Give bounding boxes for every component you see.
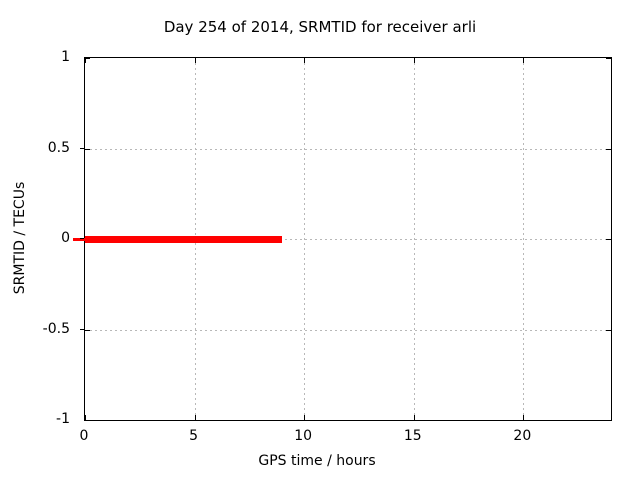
x-tick-bottom	[194, 415, 196, 420]
y-axis-label: SRMTID / TECUs	[12, 181, 28, 295]
y-tick-label: 0.5	[47, 139, 70, 156]
y-tick-label: -0.5	[42, 320, 70, 337]
y-tick-label: -1	[56, 411, 70, 427]
x-tick-top	[194, 58, 196, 63]
y-tick-right	[606, 239, 611, 240]
x-tick-label: 10	[294, 428, 313, 444]
plot-area	[73, 57, 612, 421]
chart-title: Day 254 of 2014, SRMTID for receiver arl…	[163, 18, 477, 36]
y-tick-left	[85, 329, 90, 331]
gridline-horizontal	[85, 239, 611, 240]
y-tick-right	[606, 329, 611, 331]
x-tick-label: 0	[79, 428, 89, 444]
y-tick-left	[85, 58, 90, 59]
x-tick-label: 20	[513, 428, 532, 444]
x-tick-top	[413, 58, 415, 63]
gridline-horizontal	[85, 148, 611, 150]
y-tick-label: 1	[61, 49, 70, 65]
x-tick-top	[523, 58, 525, 63]
y-tick-right	[606, 148, 611, 150]
y-tick-right	[606, 58, 611, 59]
x-tick-label: 5	[189, 428, 199, 444]
gridline-horizontal	[85, 329, 611, 331]
data-line	[85, 235, 283, 243]
y-tick-right	[606, 420, 611, 421]
x-tick-bottom	[85, 415, 86, 420]
x-tick-label: 15	[403, 428, 422, 444]
x-axis-label: GPS time / hours	[258, 453, 376, 469]
x-tick-bottom	[413, 415, 415, 420]
y-tick-left	[85, 148, 90, 150]
data-line-left-cap	[73, 237, 85, 241]
x-tick-bottom	[304, 415, 306, 420]
x-tick-top	[304, 58, 306, 63]
x-tick-bottom	[523, 415, 525, 420]
y-tick-left	[85, 420, 90, 421]
x-tick-top	[85, 58, 86, 63]
